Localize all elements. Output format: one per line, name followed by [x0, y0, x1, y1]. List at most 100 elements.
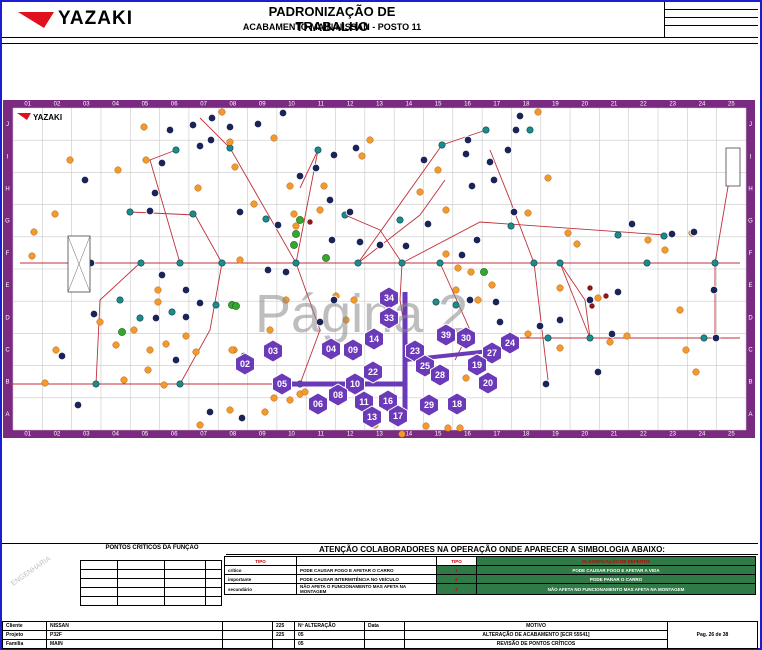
- connector: [700, 334, 708, 342]
- fuse: [232, 302, 240, 310]
- clip: [442, 250, 450, 258]
- column-label: 02: [54, 432, 61, 438]
- critical-point-number: 16: [383, 396, 393, 406]
- alteracao-label: Nº ALTERAÇÃO: [294, 621, 365, 631]
- critical-point: 25: [415, 354, 435, 378]
- column-label: 13: [376, 432, 383, 438]
- clip: [154, 286, 162, 294]
- clip: [286, 396, 294, 404]
- column-label: 20: [581, 432, 588, 438]
- column-label: 05: [142, 432, 149, 438]
- wire: [489, 149, 535, 264]
- column-label: 07: [200, 102, 207, 108]
- column-label: 09: [259, 102, 266, 108]
- row-label: D: [5, 315, 10, 321]
- terminal: [157, 158, 167, 168]
- clip: [196, 421, 204, 429]
- terminal: [195, 141, 205, 151]
- familia-value: MAIN: [46, 639, 223, 649]
- fuse: [296, 216, 304, 224]
- clip: [416, 188, 424, 196]
- critical-point: 02: [235, 352, 255, 376]
- critical-point-hexagon: [308, 392, 328, 416]
- terminal: [555, 315, 565, 325]
- column-label: 24: [699, 432, 706, 438]
- column-label: 04: [112, 102, 119, 108]
- clip: [114, 166, 122, 174]
- critical-point-number: 22: [368, 367, 378, 377]
- critical-point-hexagon: [430, 363, 450, 387]
- clip: [524, 330, 532, 338]
- clip: [564, 229, 572, 237]
- column-label: 08: [230, 432, 237, 438]
- fuse: [290, 241, 298, 249]
- terminal: [295, 171, 305, 181]
- connector: [176, 380, 184, 388]
- terminal: [351, 143, 361, 153]
- column-label: 16: [464, 102, 471, 108]
- clip: [130, 326, 138, 334]
- clip: [462, 374, 470, 382]
- clip: [218, 108, 226, 116]
- legend-level: importante: [224, 574, 297, 584]
- terminal: [145, 206, 155, 216]
- clip: [606, 338, 614, 346]
- clip: [192, 348, 200, 356]
- critical-point: 17: [388, 404, 408, 428]
- clip: [488, 281, 496, 289]
- row-label: H: [748, 187, 752, 193]
- clip: [270, 394, 278, 402]
- connector: [218, 259, 226, 267]
- critical-point-number: 19: [472, 360, 482, 370]
- critical-point-number: 18: [452, 399, 462, 409]
- critical-point: 08: [328, 383, 348, 407]
- alteracao-number-2: 225: [272, 630, 295, 640]
- clip: [422, 422, 430, 430]
- critical-point-hexagon: [456, 326, 476, 350]
- projeto-value: P32F: [46, 630, 223, 640]
- column-label: 01: [24, 102, 31, 108]
- clip: [398, 430, 406, 438]
- yazaki-logo-icon: [18, 12, 54, 28]
- clip: [661, 246, 669, 254]
- column-label: 03: [83, 102, 90, 108]
- column-label: 19: [552, 432, 559, 438]
- column-label: 16: [464, 432, 471, 438]
- terminal: [150, 188, 160, 198]
- terminal: [607, 329, 617, 339]
- projeto-label: Projeto: [2, 630, 47, 640]
- critical-point-number: 14: [369, 334, 379, 344]
- critical-point-hexagon: [272, 372, 292, 396]
- connector: [314, 146, 322, 154]
- clip: [467, 268, 475, 276]
- clip: [534, 108, 542, 116]
- column-labels: 01 01 02 02 03 03 04 04 05 05 06 06 07 07 08 08 09 09 10 10…: [24, 102, 735, 438]
- connector: [396, 216, 404, 224]
- relay: [588, 302, 596, 310]
- legend-effect: PODE CAUSAR FOGO E AFETAR A VIDA: [476, 565, 756, 575]
- clip: [66, 156, 74, 164]
- connector: [432, 298, 440, 306]
- terminal: [503, 145, 513, 155]
- clip: [146, 346, 154, 354]
- connector: [452, 301, 460, 309]
- column-label: 10: [288, 102, 295, 108]
- clip: [676, 306, 684, 314]
- familia-label: Família: [2, 639, 47, 649]
- cliente-value: NISSAN: [46, 621, 223, 631]
- critical-point-hexagon: [388, 404, 408, 428]
- critical-point: 30: [456, 326, 476, 350]
- terminal: [495, 317, 505, 327]
- column-label: 11: [318, 432, 325, 438]
- terminal: [165, 125, 175, 135]
- clip: [160, 381, 168, 389]
- critical-point: 33: [379, 306, 399, 330]
- column-label: 17: [493, 102, 500, 108]
- header-subbar: [2, 38, 758, 44]
- clip: [452, 286, 460, 294]
- column-label: 25: [728, 432, 735, 438]
- legend-desc: PODE CAUSAR FOGO E AFETAR O CARRO: [296, 565, 437, 575]
- terminal: [467, 181, 477, 191]
- wire: [95, 262, 141, 385]
